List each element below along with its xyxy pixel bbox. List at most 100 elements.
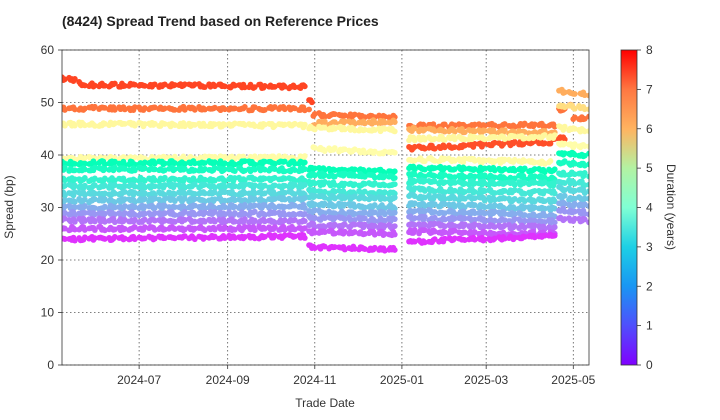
data-point <box>281 121 288 128</box>
data-point <box>201 153 208 160</box>
data-point <box>331 111 338 118</box>
data-point <box>541 169 548 176</box>
data-point <box>71 106 78 113</box>
data-point <box>71 176 78 183</box>
data-point <box>547 140 554 147</box>
data-point <box>281 232 288 239</box>
colorbar-ticks: 0 1 2 3 4 5 6 7 8 <box>637 43 653 372</box>
data-point <box>571 141 578 148</box>
y-axis-label: Spread (bp) <box>2 175 16 238</box>
data-point <box>461 165 468 172</box>
data-point <box>111 204 118 211</box>
data-point <box>521 120 528 127</box>
data-point <box>101 190 108 197</box>
data-point <box>291 217 298 223</box>
data-point <box>491 231 498 237</box>
colorbar-tick-label: 2 <box>646 279 653 293</box>
colorbar-tick-label: 4 <box>646 201 653 215</box>
data-point <box>271 210 278 216</box>
data-point <box>181 233 188 240</box>
data-point <box>201 190 208 197</box>
data-point <box>381 211 388 218</box>
data-point <box>301 195 308 201</box>
data-point <box>551 232 558 239</box>
data-point <box>71 226 78 233</box>
data-point <box>331 167 338 174</box>
data-point <box>301 225 308 232</box>
data-point <box>321 215 328 221</box>
data-point <box>301 218 308 225</box>
data-point <box>531 179 538 186</box>
data-point <box>501 156 508 163</box>
data-point <box>421 188 428 194</box>
data-point <box>371 174 378 181</box>
data-point <box>191 81 198 88</box>
colorbar-tick-label: 7 <box>646 82 653 96</box>
data-point <box>141 196 148 202</box>
data-point <box>71 76 78 82</box>
data-point <box>541 188 548 194</box>
data-point <box>81 196 88 203</box>
colorbar-label: Duration (years) <box>664 164 678 250</box>
data-point <box>171 212 178 218</box>
data-point <box>441 128 448 135</box>
data-point <box>581 128 588 135</box>
data-point <box>321 148 328 154</box>
data-point <box>381 113 388 120</box>
data-point <box>62 192 68 199</box>
data-point <box>351 211 358 217</box>
data-point <box>531 213 538 219</box>
data-point <box>141 210 148 217</box>
data-point <box>101 161 108 168</box>
data-point <box>221 166 228 173</box>
data-point <box>101 182 108 189</box>
data-point <box>121 183 128 190</box>
x-tick-labels: 2024-07 2024-09 2024-11 2025-01 2025-03 2025-… <box>117 365 596 387</box>
data-point <box>441 121 448 128</box>
data-point <box>241 104 248 110</box>
data-point <box>441 196 448 202</box>
data-point <box>471 141 478 147</box>
colorbar-tick-label: 6 <box>646 122 653 136</box>
data-point <box>311 193 318 199</box>
data-point <box>211 208 218 215</box>
data-point <box>221 121 228 128</box>
data-point <box>421 158 428 165</box>
data-point <box>231 82 238 89</box>
data-point <box>581 143 588 150</box>
data-point <box>381 231 388 237</box>
data-point <box>201 176 208 183</box>
data-point <box>311 207 318 214</box>
data-point <box>361 231 368 237</box>
data-point <box>361 195 368 202</box>
data-point <box>371 209 378 216</box>
data-point <box>171 82 178 88</box>
data-point <box>151 226 158 233</box>
data-point <box>471 134 478 141</box>
data-point <box>561 180 568 186</box>
data-point <box>581 152 588 159</box>
data-point <box>586 143 589 150</box>
colorbar-tick-label: 5 <box>646 161 653 175</box>
data-point <box>271 224 278 230</box>
data-point <box>221 106 228 113</box>
data-point <box>181 123 188 130</box>
data-point <box>361 126 368 133</box>
data-point <box>541 205 548 212</box>
data-point <box>161 182 168 188</box>
data-point <box>111 120 118 127</box>
data-point <box>161 226 168 233</box>
data-point <box>221 211 228 218</box>
data-point <box>571 91 578 97</box>
data-point <box>571 105 578 112</box>
data-point <box>411 215 418 221</box>
data-point <box>311 201 318 208</box>
data-point <box>231 161 238 168</box>
data-point <box>491 196 498 203</box>
data-point <box>551 179 558 186</box>
data-point <box>261 153 268 160</box>
data-point <box>491 190 498 196</box>
data-point <box>251 190 258 197</box>
data-point <box>391 181 398 188</box>
data-point <box>71 167 78 174</box>
